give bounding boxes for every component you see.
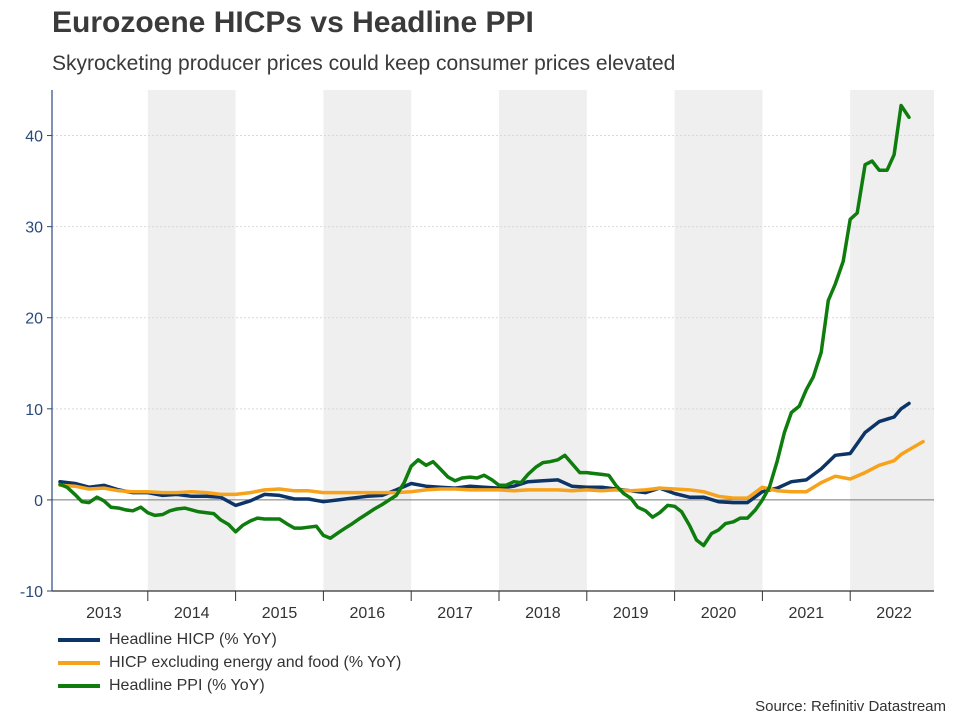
- x-tick-label: 2014: [174, 605, 210, 622]
- source-note: Source: Refinitiv Datastream: [755, 698, 946, 715]
- y-tick-label: 20: [25, 311, 43, 328]
- year-shading: [147, 90, 934, 591]
- shaded-band-2020: [674, 90, 763, 591]
- x-axis-ticks: 2013 2014 2015 2016 2017 2018 2019 2020 2021 2022: [86, 591, 912, 622]
- x-tick-label: 2015: [262, 605, 298, 622]
- x-tick-label: 2017: [437, 605, 473, 622]
- x-tick-label: 2018: [525, 605, 561, 622]
- y-tick-label: 30: [25, 220, 43, 237]
- y-axis-ticks: -10 0 10 20 30 40: [20, 129, 52, 601]
- series-lines: [58, 103, 925, 548]
- shaded-band-2022: [850, 90, 934, 591]
- shaded-band-2018: [499, 90, 587, 591]
- legend-item-core-hicp: HICP excluding energy and food (% YoY): [58, 651, 401, 674]
- series-line-2: [58, 103, 911, 548]
- gridlines: [52, 135, 934, 410]
- legend-swatch: [58, 683, 100, 688]
- legend-swatch: [58, 637, 100, 642]
- x-tick-label: 2016: [350, 605, 386, 622]
- shaded-band-2014: [147, 90, 236, 591]
- series-line-0: [58, 401, 911, 508]
- legend-item-headline-ppi: Headline PPI (% YoY): [58, 674, 401, 697]
- legend-item-headline-hicp: Headline HICP (% YoY): [58, 628, 401, 651]
- series-line-1: [58, 439, 925, 500]
- legend-label: Headline HICP (% YoY): [109, 630, 277, 648]
- y-tick-label: 10: [25, 402, 43, 419]
- axes: [51, 90, 934, 592]
- legend-label: HICP excluding energy and food (% YoY): [109, 653, 402, 671]
- x-tick-label: 2021: [789, 605, 825, 622]
- y-tick-label: 40: [25, 129, 43, 146]
- x-tick-label: 2019: [613, 605, 649, 622]
- x-tick-label: 2013: [86, 605, 122, 622]
- shaded-band-2016: [323, 90, 412, 591]
- legend-swatch: [58, 660, 100, 665]
- x-tick-label: 2022: [876, 605, 912, 622]
- chart-title: Eurozoene HICPs vs Headline PPI: [52, 6, 534, 39]
- y-tick-label: 0: [34, 493, 43, 510]
- legend-label: Headline PPI (% YoY): [109, 676, 265, 694]
- legend: Headline HICP (% YoY) HICP excluding ene…: [58, 628, 401, 697]
- y-tick-label: -10: [20, 584, 43, 601]
- chart-subtitle: Skyrocketing producer prices could keep …: [52, 52, 676, 75]
- x-tick-label: 2020: [701, 605, 737, 622]
